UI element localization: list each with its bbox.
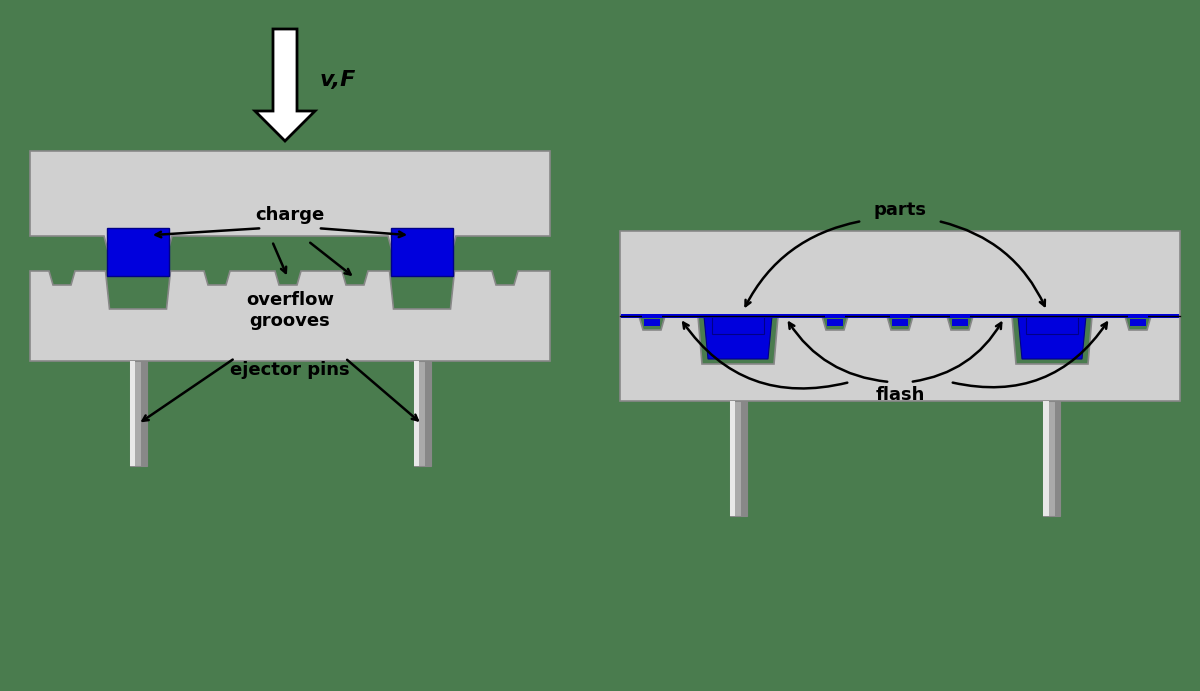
- Text: charge: charge: [256, 206, 325, 224]
- Bar: [642, 314, 662, 319]
- Polygon shape: [620, 316, 1180, 401]
- Polygon shape: [30, 151, 550, 266]
- Text: v,F: v,F: [320, 70, 356, 90]
- Bar: [414, 361, 431, 466]
- Bar: [827, 319, 842, 326]
- Polygon shape: [30, 271, 550, 361]
- Bar: [644, 319, 660, 326]
- Text: flash: flash: [875, 386, 925, 404]
- Bar: [414, 361, 419, 466]
- Polygon shape: [1018, 316, 1086, 359]
- Bar: [142, 361, 146, 466]
- Bar: [130, 361, 146, 466]
- Bar: [107, 228, 169, 276]
- Bar: [742, 401, 746, 516]
- Text: parts: parts: [874, 201, 926, 219]
- Bar: [730, 401, 746, 516]
- Bar: [1044, 401, 1061, 516]
- Bar: [890, 314, 910, 319]
- Bar: [892, 319, 908, 326]
- Polygon shape: [1026, 316, 1078, 334]
- Bar: [952, 319, 968, 326]
- Bar: [824, 314, 845, 319]
- Bar: [391, 228, 452, 276]
- Text: overflow
grooves: overflow grooves: [246, 291, 334, 330]
- Polygon shape: [712, 316, 764, 334]
- Polygon shape: [620, 231, 1180, 338]
- Bar: [425, 361, 431, 466]
- Text: ejector pins: ejector pins: [230, 361, 350, 379]
- Bar: [1130, 319, 1146, 326]
- Polygon shape: [256, 29, 314, 141]
- Bar: [730, 401, 734, 516]
- Bar: [1056, 401, 1061, 516]
- Polygon shape: [704, 316, 772, 359]
- Bar: [622, 314, 1178, 319]
- Bar: [950, 314, 970, 319]
- Bar: [1128, 314, 1148, 319]
- Bar: [130, 361, 134, 466]
- Bar: [1044, 401, 1049, 516]
